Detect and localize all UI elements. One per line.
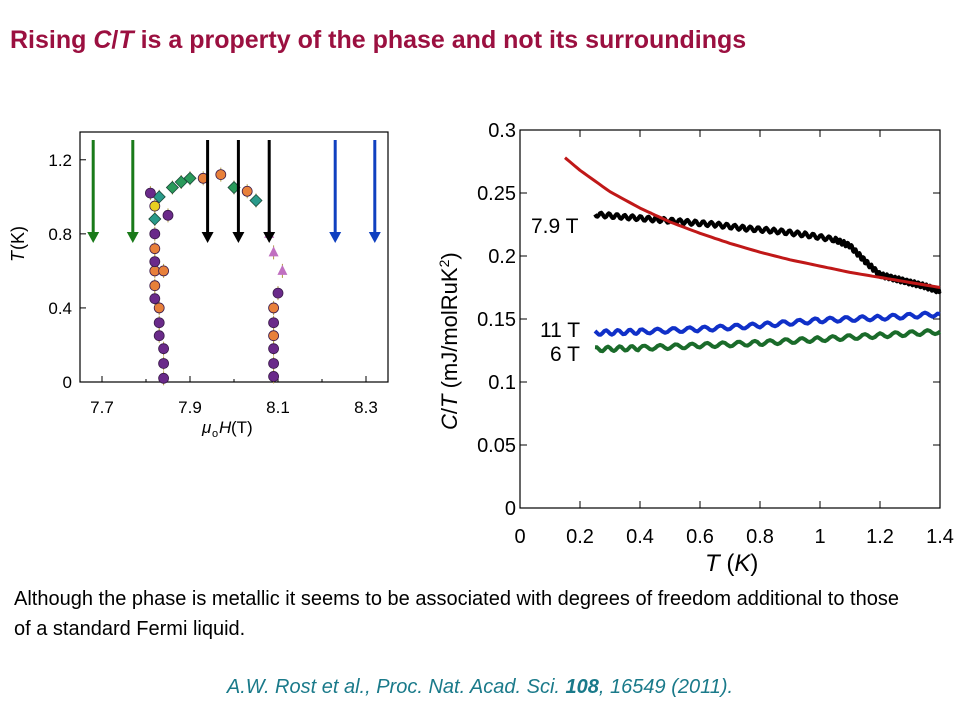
- right-x-tick-label: 0.2: [566, 526, 594, 548]
- left-xlabel-h: H: [219, 418, 232, 437]
- left-data-point: [149, 200, 161, 212]
- left-data-point: [183, 171, 197, 185]
- title-part-1: Rising: [10, 26, 94, 54]
- left-ylabel-rest: (K): [8, 226, 28, 250]
- right-y-tick-label: 0.05: [477, 435, 516, 457]
- left-data-point: [268, 317, 280, 329]
- right-x-tick-label: 0.6: [686, 526, 714, 548]
- left-x-tick-label: 7.7: [90, 398, 114, 417]
- left-data-point: [158, 343, 170, 355]
- citation-authors: A.W. Rost et al., Proc. Nat. Acad. Sci.: [226, 676, 566, 698]
- right-x-tick-label: 0: [514, 526, 525, 548]
- right-y-tick-label: 0.2: [488, 246, 516, 268]
- field-arrow-head: [329, 232, 342, 243]
- left-data-point: [268, 371, 280, 382]
- left-data-point: [144, 187, 156, 199]
- field-arrow-head: [126, 232, 139, 243]
- left-data-point: [268, 330, 280, 342]
- left-data-point: [149, 228, 161, 240]
- left-xlabel-sub: o: [212, 428, 218, 440]
- left-data-point: [158, 372, 170, 384]
- title-t: T: [118, 26, 134, 54]
- left-x-tick-label: 8.3: [354, 398, 378, 417]
- left-data-point: [153, 302, 165, 314]
- right-x-tick-label: 0.8: [746, 526, 774, 548]
- left-ylabel-t: T: [8, 249, 28, 262]
- fit-curve-line: [564, 156, 941, 289]
- left-data-point: [148, 212, 162, 226]
- left-data-point: [268, 358, 280, 369]
- left-data-point: [149, 293, 161, 305]
- left-data-point: [215, 169, 227, 180]
- right-y-tick-label: 0.3: [488, 120, 516, 142]
- left-data-point: [149, 256, 161, 268]
- right-plot-frame: [519, 129, 941, 509]
- right-x-tick-label: 1.4: [926, 526, 954, 548]
- right-x-tick-label: 1.2: [866, 526, 894, 548]
- left-plot-frame: [79, 131, 389, 383]
- left-data-point: [272, 287, 284, 299]
- slide-title: Rising C/T is a property of the phase an…: [10, 26, 955, 55]
- right-y-tick-label: 0.1: [488, 372, 516, 394]
- left-x-tick-label: 8.1: [266, 398, 290, 417]
- left-xlabel-unit: (T): [231, 418, 253, 437]
- left-data-point: [277, 264, 288, 275]
- left-data-point: [158, 265, 170, 277]
- left-data-point: [268, 246, 279, 257]
- field-arrow-head: [232, 232, 245, 243]
- left-data-point: [268, 343, 280, 355]
- citation: A.W. Rost et al., Proc. Nat. Acad. Sci. …: [0, 676, 960, 699]
- left-y-tick-label: 0.8: [48, 225, 72, 244]
- series-6t-line: [594, 328, 942, 354]
- left-y-tick-label: 0: [63, 373, 72, 392]
- series-label-11t: 11 T: [540, 319, 580, 342]
- field-arrow-head: [87, 232, 100, 243]
- left-y-tick-label: 1.2: [48, 151, 72, 170]
- left-data-point: [158, 358, 170, 369]
- left-y-tick-label: 0.4: [48, 299, 72, 318]
- left-xlabel-mu: μ: [201, 418, 212, 437]
- left-x-tick-label: 7.9: [178, 398, 202, 417]
- right-x-tick-label: 1: [814, 526, 825, 548]
- citation-volume: 108: [565, 676, 599, 698]
- citation-rest: , 16549 (2011).: [598, 676, 734, 698]
- field-arrow-head: [263, 232, 276, 243]
- right-y-tick-label: 0.15: [477, 309, 516, 331]
- left-data-point: [165, 180, 179, 195]
- left-data-point: [162, 209, 174, 221]
- field-arrow-head: [201, 232, 214, 243]
- right-y-tick-label: 0: [505, 498, 516, 520]
- right-y-tick-label: 0.25: [477, 183, 516, 205]
- series-11t-line: [593, 310, 941, 337]
- left-data-point: [153, 317, 165, 329]
- right-x-tick-label: 0.4: [626, 526, 654, 548]
- field-arrow-head: [368, 232, 381, 243]
- left-data-point: [149, 243, 161, 255]
- series-label-6t: 6 T: [550, 343, 580, 366]
- title-c: C: [93, 26, 112, 54]
- body-paragraph: Although the phase is metallic it seems …: [14, 588, 899, 640]
- title-part-2: is a property of the phase and not its s…: [133, 26, 747, 54]
- left-data-point: [249, 193, 263, 208]
- left-data-point: [268, 302, 280, 314]
- left-data-point: [149, 280, 161, 292]
- series-label-79t: 7.9 T: [531, 215, 579, 238]
- left-data-point: [153, 330, 165, 342]
- title-slash: /: [111, 26, 119, 54]
- left-data-point: [241, 185, 253, 197]
- right-ylabel: C/T (mJ/molRuK2): [436, 252, 462, 430]
- right-xlabel: T (K): [705, 550, 758, 577]
